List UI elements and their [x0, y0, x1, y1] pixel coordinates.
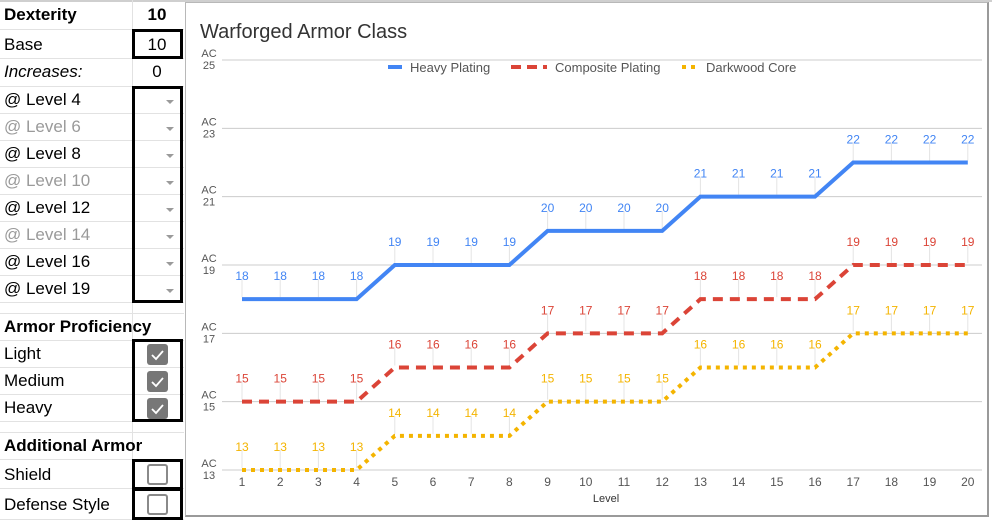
- armor-proficiency-heading: Armor Proficiency: [4, 317, 152, 336]
- proficiency-row: Heavy: [0, 395, 184, 422]
- base-value-input[interactable]: 10: [147, 35, 167, 54]
- spacer-row: [0, 303, 184, 314]
- increases-label: Increases:: [4, 62, 83, 81]
- increases-value: 0: [152, 62, 162, 81]
- chevron-down-icon[interactable]: [166, 100, 174, 104]
- chevron-down-icon[interactable]: [166, 235, 174, 239]
- additional-armor-heading: Additional Armor: [4, 436, 143, 455]
- level-row: @ Level 10: [0, 168, 184, 195]
- light-checkbox[interactable]: [147, 344, 168, 365]
- sheet-top-border: [0, 0, 992, 2]
- chevron-down-icon[interactable]: [166, 262, 174, 266]
- level-row: @ Level 14: [0, 222, 184, 249]
- light-label: Light: [4, 344, 41, 363]
- chevron-down-icon[interactable]: [166, 289, 174, 293]
- check-icon: [151, 350, 164, 361]
- check-icon: [151, 404, 164, 415]
- level-row: @ Level 4: [0, 87, 184, 114]
- chevron-down-icon[interactable]: [166, 181, 174, 185]
- level-row: @ Level 8: [0, 141, 184, 168]
- spacer-row: [0, 422, 184, 433]
- armor-proficiency-heading-row: Armor Proficiency: [0, 314, 184, 341]
- level-dropdowns-border: [132, 86, 183, 303]
- level-4-label: @ Level 4: [4, 90, 81, 109]
- level-12-label: @ Level 12: [4, 198, 91, 217]
- defense-style-checkbox-border: [132, 488, 183, 520]
- level-row: @ Level 6: [0, 114, 184, 141]
- level-6-label: @ Level 6: [4, 117, 81, 136]
- level-row: @ Level 16: [0, 249, 184, 276]
- stats-sheet: Dexterity 10 Base 10 Increases: 0 @ Leve…: [0, 0, 184, 520]
- chevron-down-icon[interactable]: [166, 127, 174, 131]
- additional-armor-row: Shield: [0, 460, 184, 489]
- defense-style-label: Defense Style: [4, 495, 110, 514]
- base-row: Base 10: [0, 30, 184, 59]
- base-label: Base: [4, 35, 43, 54]
- chart-title: Warforged Armor Class: [200, 21, 408, 43]
- level-8-label: @ Level 8: [4, 144, 81, 163]
- level-14-label: @ Level 14: [4, 225, 91, 244]
- shield-checkbox[interactable]: [147, 464, 168, 485]
- level-row: @ Level 19: [0, 276, 184, 303]
- level-19-label: @ Level 19: [4, 279, 91, 298]
- check-icon: [151, 377, 164, 388]
- chevron-down-icon[interactable]: [166, 154, 174, 158]
- defense-style-checkbox[interactable]: [147, 494, 168, 515]
- chevron-down-icon[interactable]: [166, 208, 174, 212]
- dexterity-row: Dexterity 10: [0, 2, 184, 30]
- shield-label: Shield: [4, 465, 52, 484]
- level-16-label: @ Level 16: [4, 252, 91, 271]
- base-input-border: [132, 29, 183, 59]
- additional-armor-heading-row: Additional Armor: [0, 433, 184, 460]
- increases-row: Increases: 0: [0, 59, 184, 87]
- medium-label: Medium: [4, 371, 65, 390]
- proficiency-row: Medium: [0, 368, 184, 395]
- proficiency-row: Light: [0, 341, 184, 368]
- shield-checkbox-border: [132, 459, 183, 490]
- dexterity-label: Dexterity: [4, 5, 77, 24]
- proficiency-checkboxes-border: [132, 339, 183, 422]
- level-row: @ Level 12: [0, 195, 184, 222]
- medium-checkbox[interactable]: [147, 371, 168, 392]
- level-10-label: @ Level 10: [4, 171, 91, 190]
- heavy-checkbox[interactable]: [147, 398, 168, 419]
- dexterity-value: 10: [147, 5, 167, 24]
- armor-class-chart: [185, 2, 989, 517]
- heavy-label: Heavy: [4, 398, 53, 417]
